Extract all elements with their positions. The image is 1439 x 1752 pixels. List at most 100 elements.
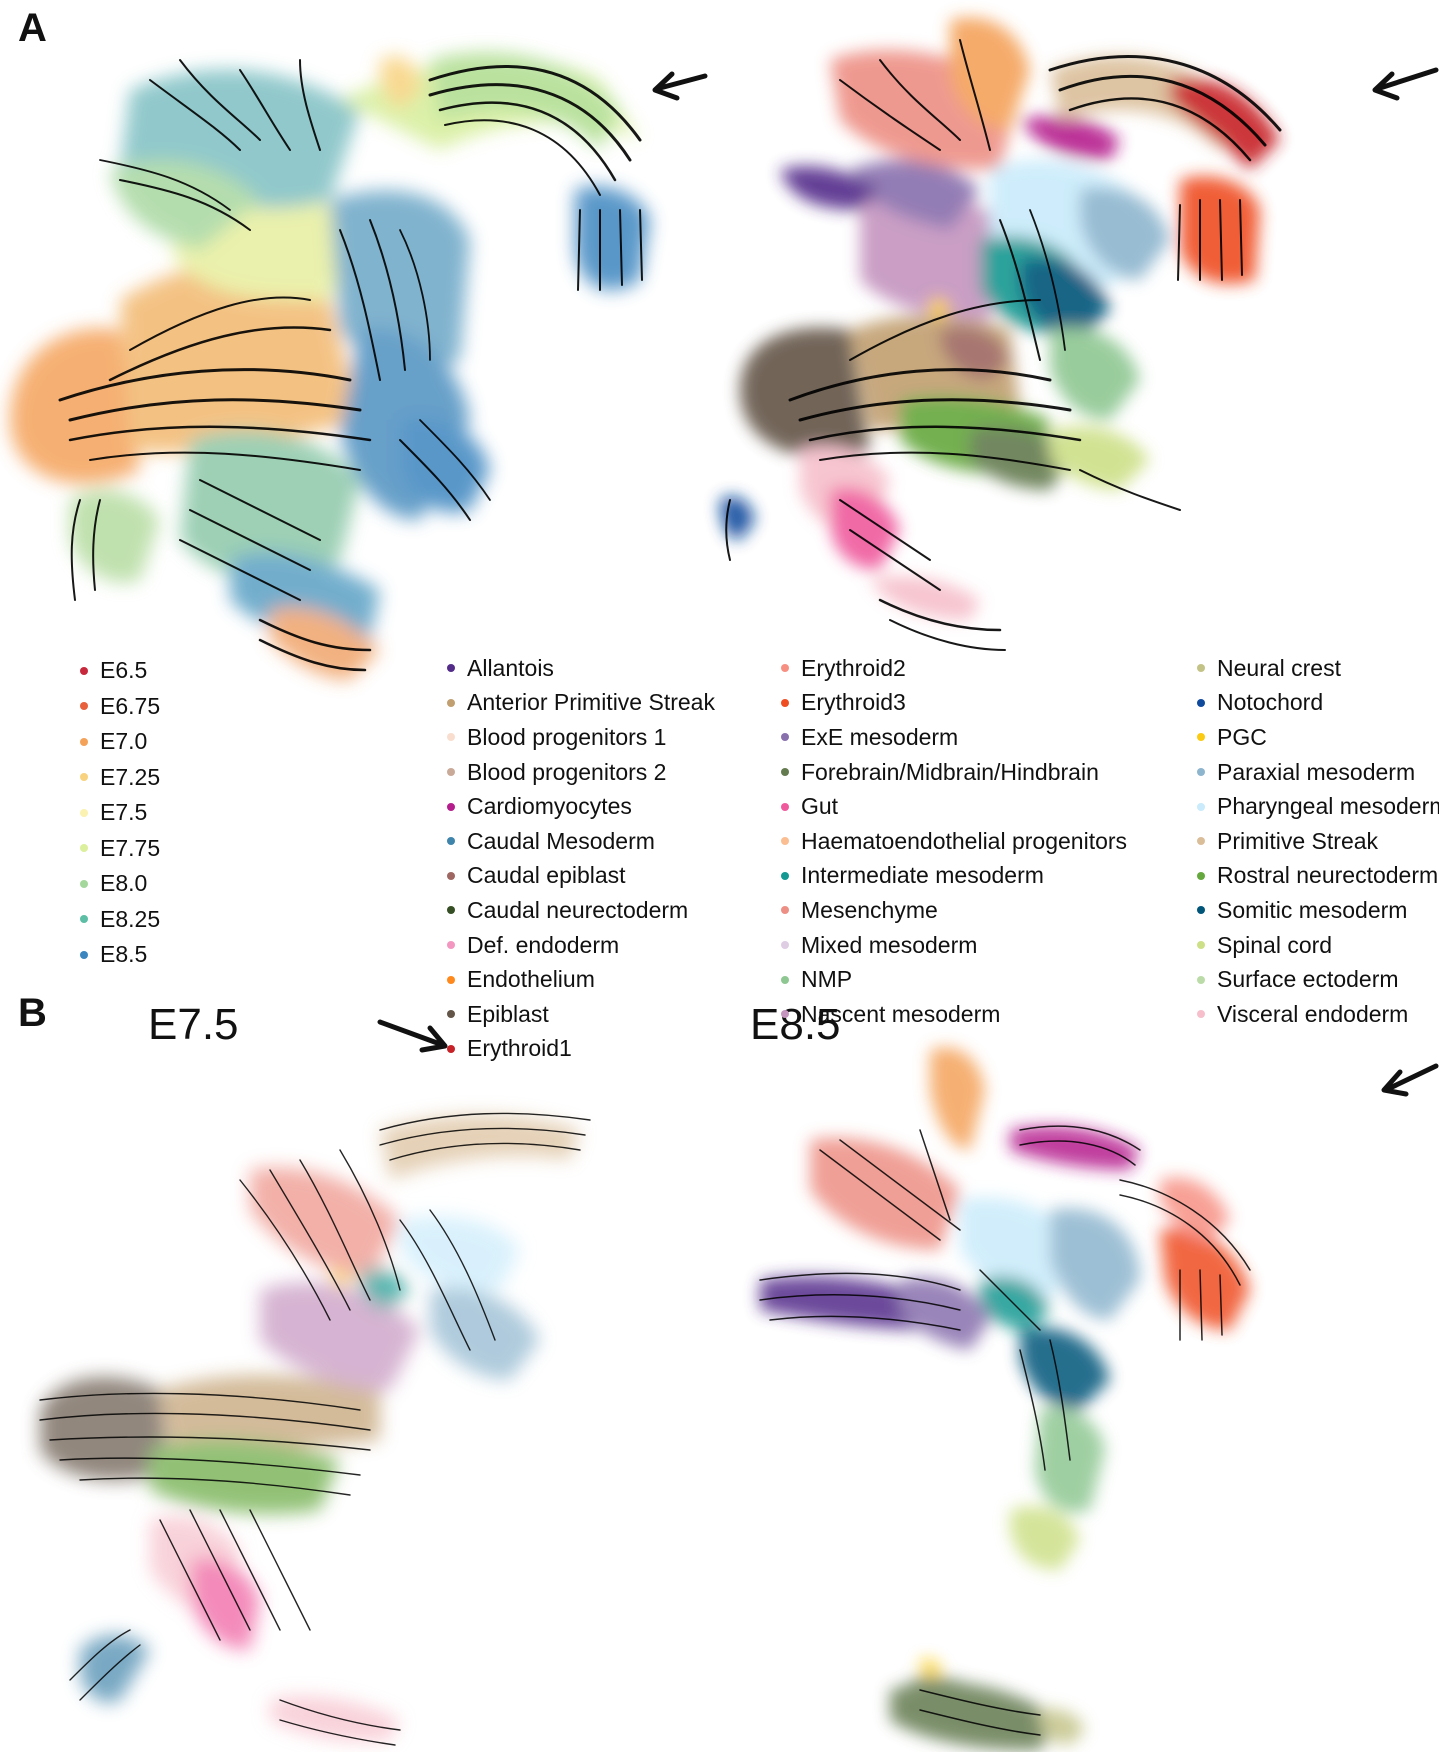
legend-item: Blood progenitors 2 (447, 755, 715, 790)
legend-item: Allantois (447, 651, 715, 686)
legend-label: Primitive Streak (1217, 827, 1379, 854)
legend-swatch (447, 698, 455, 707)
legend-item: E7.0 (80, 724, 160, 760)
legend-item: Erythroid1 (447, 1032, 715, 1067)
legend-item: E7.5 (80, 795, 160, 831)
legend-item: Erythroid3 (781, 686, 1127, 721)
legend-swatch (781, 837, 789, 846)
legend-label: Neural crest (1217, 654, 1341, 681)
legend-label: E8.25 (100, 905, 161, 932)
legend-item: NMP (781, 962, 1127, 997)
legend-label: Anterior Primitive Streak (467, 689, 715, 716)
legend-swatch (1197, 975, 1205, 984)
legend-label: Blood progenitors 1 (467, 723, 667, 750)
legend-label: Erythroid2 (801, 654, 906, 681)
legend-label: Caudal neurectoderm (467, 896, 689, 923)
umap-velocity-e8-5 (759, 1047, 1439, 1751)
legend-label: Nascent mesoderm (801, 1000, 1001, 1027)
arrow-icon (1381, 1063, 1439, 1097)
legend-item: Anterior Primitive Streak (447, 686, 715, 721)
legend-item: Epiblast (447, 997, 715, 1032)
legend-label: PGC (1217, 723, 1267, 750)
legend-label: E7.25 (100, 763, 161, 790)
legend-label: Somitic mesoderm (1217, 896, 1408, 923)
legend-label: E6.5 (100, 657, 148, 684)
legend-celltypes-col3: Neural crest Notochord PGC Paraxial mesoder… (1197, 651, 1439, 1032)
legend-item: Def. endoderm (447, 928, 715, 963)
legend-item: Pharyngeal mesoderm (1197, 789, 1439, 824)
legend-label: Allantois (467, 654, 554, 681)
legend-label: Haematoendothelial progenitors (801, 827, 1128, 854)
legend-item: E6.5 (80, 653, 160, 689)
legend-item: Caudal epiblast (447, 859, 715, 894)
legend-item: Rostral neurectoderm (1197, 859, 1439, 894)
legend-item: Intermediate mesoderm (781, 859, 1127, 894)
legend-label: Mesenchyme (801, 896, 938, 923)
panel-letter-b: B (18, 991, 47, 1035)
legend-swatch (781, 1010, 789, 1019)
legend-swatch (447, 664, 455, 673)
legend-swatch (1197, 768, 1205, 777)
legend-swatch (1197, 1010, 1205, 1019)
legend-swatch (781, 768, 789, 777)
legend-item: Erythroid2 (781, 651, 1127, 686)
legend-label: ExE mesoderm (801, 723, 959, 750)
legend-label: Forebrain/Midbrain/Hindbrain (801, 758, 1099, 785)
legend-celltypes-col2: Erythroid2 Erythroid3 ExE mesoderm Forebrai… (781, 651, 1127, 1032)
legend-label: Cardiomyocytes (467, 793, 632, 820)
legend-swatch (1197, 871, 1205, 880)
legend-label: E7.0 (100, 728, 148, 755)
legend-label: Rostral neurectoderm (1217, 862, 1439, 889)
legend-item: E8.5 (80, 937, 160, 973)
umap-velocity-by-celltype (720, 17, 1439, 651)
legend-item: Forebrain/Midbrain/Hindbrain (781, 755, 1127, 790)
legend-item: Spinal cord (1197, 928, 1439, 963)
legend-swatch (1197, 802, 1205, 811)
legend-swatch (80, 737, 88, 746)
legend-label: E6.75 (100, 692, 161, 719)
legend-swatch (781, 906, 789, 915)
legend-swatch (80, 773, 88, 782)
legend-swatch (80, 666, 88, 675)
legend-swatch (80, 950, 88, 959)
arrow-icon (377, 1019, 448, 1053)
legend-swatch (1197, 837, 1205, 846)
legend-item: Caudal neurectoderm (447, 893, 715, 928)
legend-label: Erythroid1 (467, 1035, 572, 1062)
stage-label-e7-5: E7.5 (148, 1000, 239, 1049)
legend-label: NMP (801, 966, 853, 993)
legend-swatch (447, 975, 455, 984)
legend-swatch (80, 879, 88, 888)
legend-label: Surface ectoderm (1217, 966, 1399, 993)
legend-swatch (1197, 906, 1205, 915)
legend-celltypes-col1: Allantois Anterior Primitive Streak Blood … (447, 651, 715, 1066)
legend-swatch (781, 975, 789, 984)
legend-swatch (80, 915, 88, 924)
legend-label: Pharyngeal mesoderm (1217, 793, 1439, 820)
legend-swatch (447, 1010, 455, 1019)
legend-label: Caudal Mesoderm (467, 827, 655, 854)
legend-item: E7.25 (80, 760, 160, 796)
legend-label: Visceral endoderm (1217, 1000, 1409, 1027)
legend-swatch (447, 768, 455, 777)
legend-item: Caudal Mesoderm (447, 824, 715, 859)
legend-item: ExE mesoderm (781, 720, 1127, 755)
legend-swatch (80, 808, 88, 817)
legend-swatch (447, 802, 455, 811)
legend-item: Somitic mesoderm (1197, 893, 1439, 928)
legend-item: Neural crest (1197, 651, 1439, 686)
legend-item: Primitive Streak (1197, 824, 1439, 859)
legend-item: Endothelium (447, 962, 715, 997)
legend-swatch (1197, 941, 1205, 950)
legend-timepoints: E6.5 E6.75 E7.0 E7.25 E7.5 E7.75 E8.0 E8.25 E8.5 (80, 653, 160, 973)
legend-item: Paraxial mesoderm (1197, 755, 1439, 790)
legend-label: Blood progenitors 2 (467, 758, 667, 785)
legend-label: E8.5 (100, 941, 148, 968)
legend-item: E6.75 (80, 689, 160, 725)
legend-swatch (781, 664, 789, 673)
legend-swatch (447, 906, 455, 915)
legend-label: Epiblast (467, 1000, 549, 1027)
legend-item: E7.75 (80, 831, 160, 867)
stage-label-e8-5: E8.5 (750, 1000, 841, 1049)
legend-swatch (781, 698, 789, 707)
